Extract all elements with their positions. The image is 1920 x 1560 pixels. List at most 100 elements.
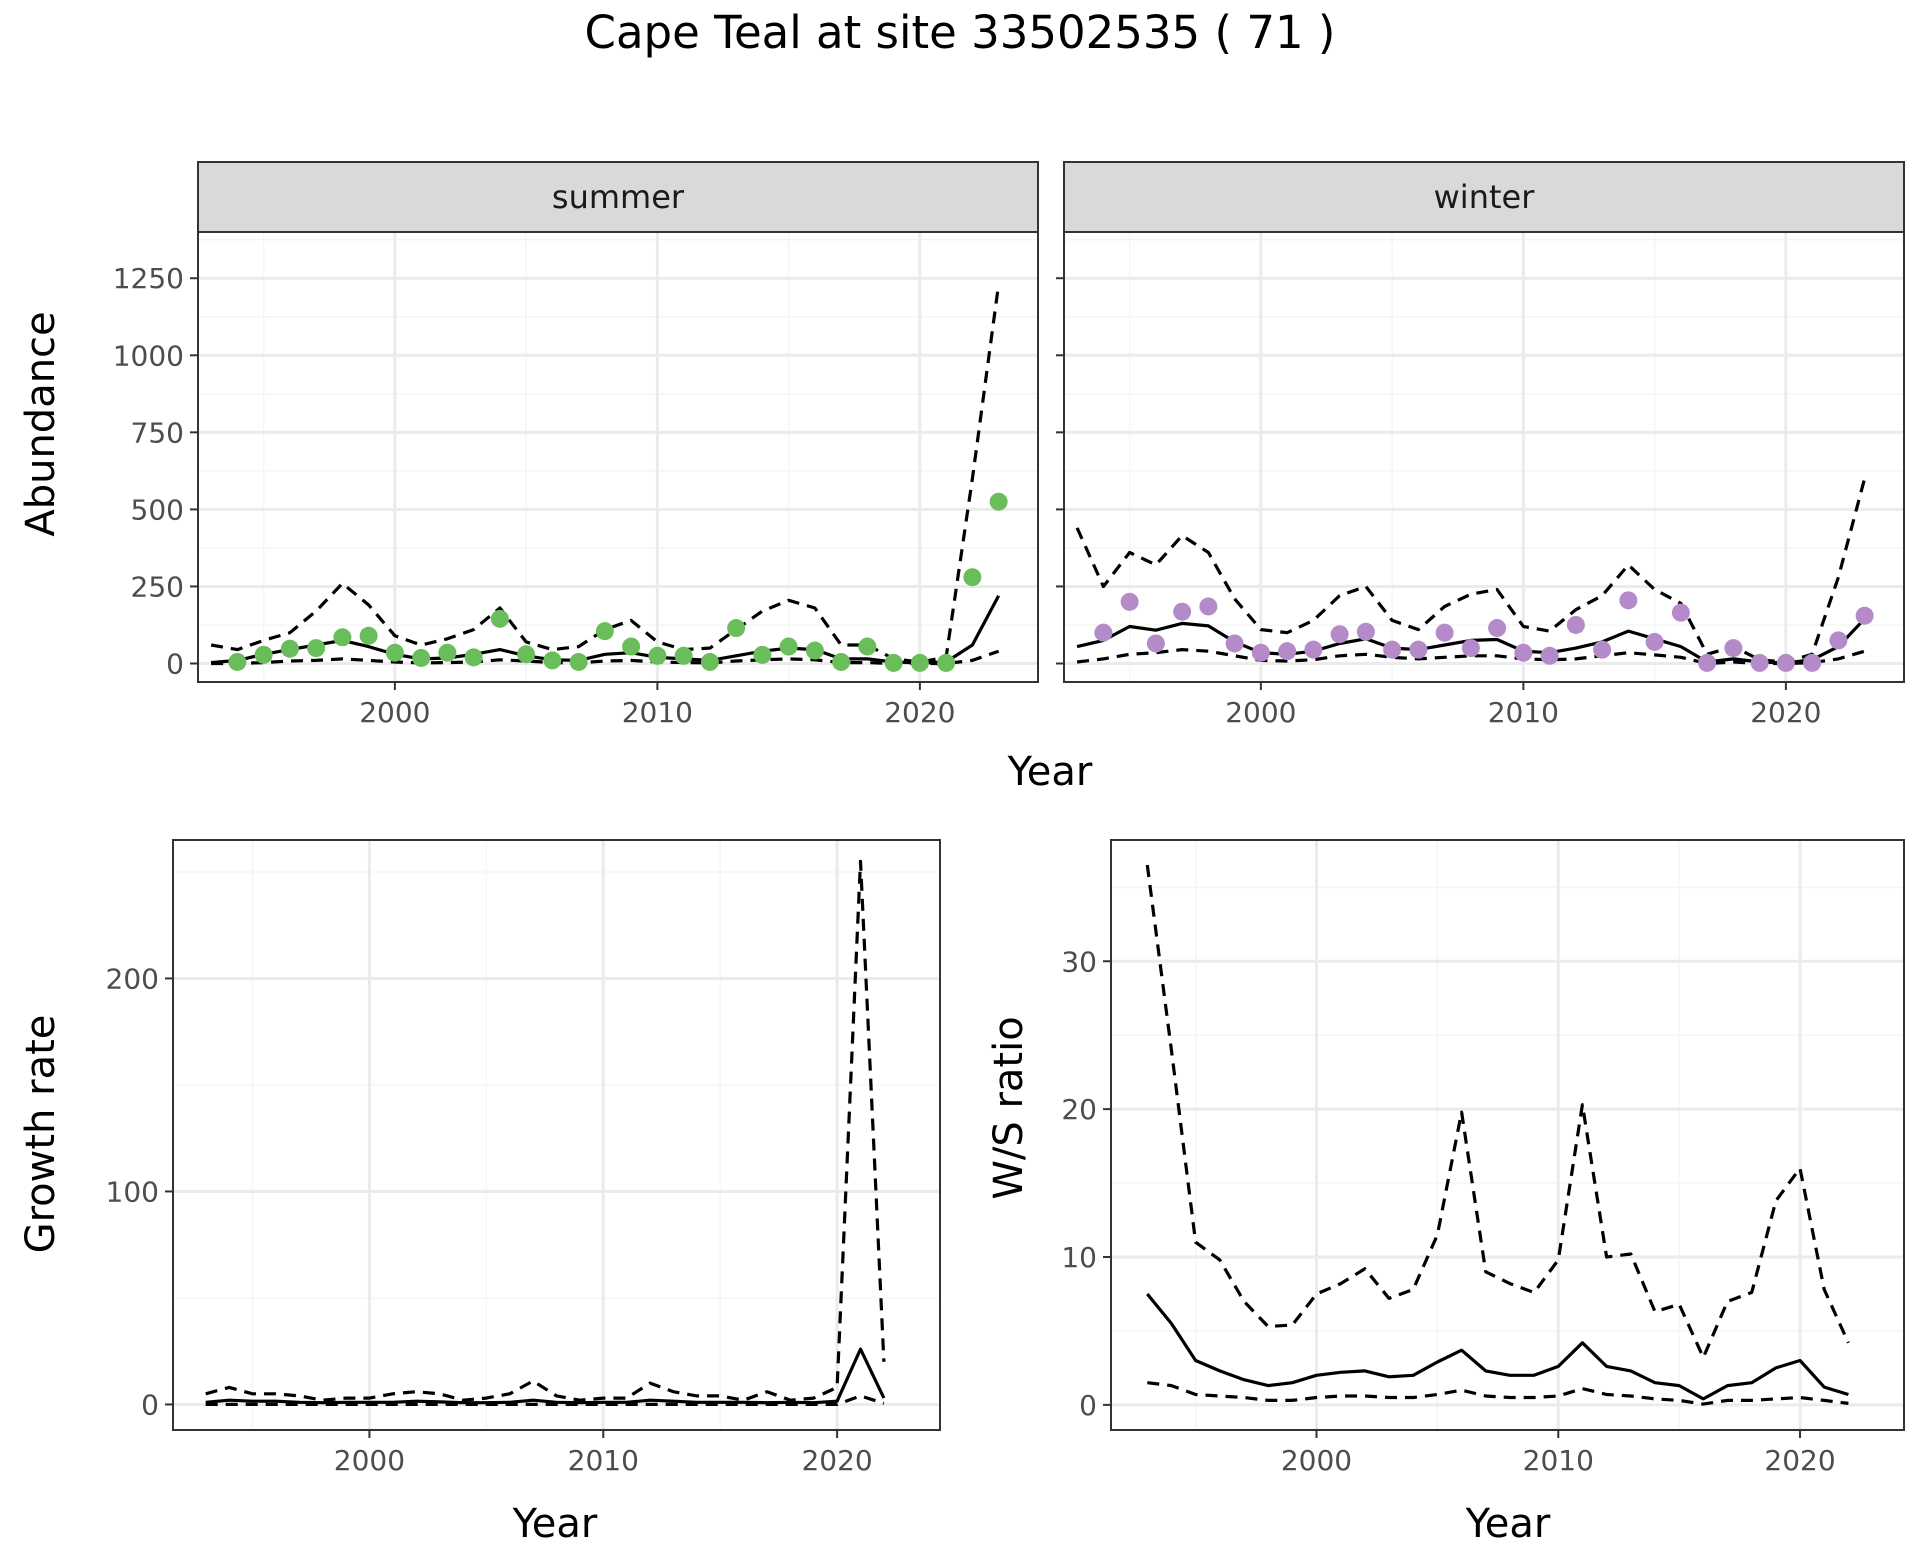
y-tick-label: 20 xyxy=(1061,1093,1097,1126)
y-tick-label: 0 xyxy=(1079,1389,1097,1422)
y-tick-label: 1250 xyxy=(113,262,184,295)
data-point xyxy=(1094,623,1113,642)
panel-border xyxy=(1110,839,1905,1431)
x-tick-label: 2020 xyxy=(801,1444,872,1477)
data-point xyxy=(1514,643,1533,662)
data-point xyxy=(385,643,404,662)
data-point xyxy=(1356,622,1375,641)
data-point xyxy=(1619,591,1638,610)
panel-summer-abundance: summer 0 250 500 750 1000 1250 2000 2010 2020 xyxy=(113,161,1039,729)
panel-winter-abundance: winter 2000 2010 2020 xyxy=(1056,161,1905,729)
data-point xyxy=(464,648,483,667)
panel-ws-ratio: 0 10 20 30 2000 2010 2020 xyxy=(1061,839,1905,1477)
x-tick-label: 2000 xyxy=(359,696,430,729)
data-point xyxy=(307,639,326,658)
data-point xyxy=(438,643,457,662)
data-point xyxy=(543,651,562,670)
data-point xyxy=(412,648,431,667)
data-point xyxy=(1120,592,1139,611)
data-point xyxy=(727,619,746,638)
data-point xyxy=(1645,632,1664,651)
data-point xyxy=(517,645,536,664)
data-point xyxy=(648,646,667,665)
data-point xyxy=(989,492,1008,511)
data-point xyxy=(700,652,719,671)
x-tick-label: 2000 xyxy=(1281,1444,1352,1477)
y-tick-label: 10 xyxy=(1061,1241,1097,1274)
plot-background-panel3 xyxy=(1111,840,1904,1430)
x-tick-label: 2020 xyxy=(1750,696,1821,729)
data-point xyxy=(910,653,929,672)
data-point xyxy=(1593,640,1612,659)
data-point xyxy=(333,628,352,647)
data-point xyxy=(595,622,614,641)
data-point xyxy=(359,626,378,645)
facet-strip-summer xyxy=(197,161,1039,233)
y-tick-label: 500 xyxy=(131,493,184,526)
data-point xyxy=(1146,634,1165,653)
data-point xyxy=(490,609,509,628)
facet-label-summer: summer xyxy=(552,178,685,216)
data-point xyxy=(858,637,877,656)
plot-background-panel2 xyxy=(173,840,940,1430)
data-point xyxy=(1409,640,1428,659)
series-lower-line xyxy=(205,1394,885,1406)
data-point xyxy=(1199,597,1218,616)
data-point xyxy=(832,652,851,671)
data-point xyxy=(884,653,903,672)
data-point xyxy=(1671,603,1690,622)
data-point xyxy=(1566,615,1585,634)
data-point xyxy=(1278,642,1297,661)
y-tick-label: 1000 xyxy=(113,339,184,372)
growth-x-axis-title: Year xyxy=(512,1501,598,1547)
series-upper-line xyxy=(205,859,886,1402)
chart-title: Cape Teal at site 33502535 ( 71 ) xyxy=(585,6,1336,59)
series-lower-line xyxy=(211,649,1000,666)
data-point xyxy=(1461,639,1480,658)
facet-strip-winter xyxy=(1063,161,1905,233)
series-median-line xyxy=(205,1347,886,1405)
growth-y-axis-title: Growth rate xyxy=(18,1015,64,1254)
series-lower-line xyxy=(1147,1381,1849,1406)
facet-label-winter: winter xyxy=(1434,178,1536,216)
y-tick-label: 750 xyxy=(131,416,184,449)
y-tick-label: 200 xyxy=(106,962,159,995)
x-tick-label: 2010 xyxy=(568,1444,639,1477)
data-point xyxy=(1698,653,1717,672)
plot-background-summer xyxy=(198,232,1038,682)
data-point xyxy=(1435,623,1454,642)
data-point xyxy=(1304,640,1323,659)
data-point xyxy=(1330,625,1349,644)
data-point xyxy=(622,637,641,656)
data-point xyxy=(569,652,588,671)
data-point xyxy=(1225,634,1244,653)
x-tick-label: 2000 xyxy=(334,1444,405,1477)
data-point xyxy=(1724,639,1743,658)
x-tick-label: 2010 xyxy=(622,696,693,729)
panel-growth-rate: 0 100 200 2000 2010 2020 xyxy=(106,839,941,1477)
x-tick-label: 2000 xyxy=(1225,696,1296,729)
y-tick-label: 0 xyxy=(166,648,184,681)
data-point xyxy=(228,652,247,671)
x-tick-label: 2020 xyxy=(1764,1444,1835,1477)
y-tick-label: 100 xyxy=(106,1175,159,1208)
x-tick-label: 2010 xyxy=(1523,1444,1594,1477)
data-point xyxy=(1173,602,1192,621)
x-tick-label: 2010 xyxy=(1488,696,1559,729)
data-point xyxy=(1383,640,1402,659)
data-point xyxy=(254,645,273,664)
data-point xyxy=(1855,606,1874,625)
data-point xyxy=(1488,619,1507,638)
y-tick-label: 0 xyxy=(141,1388,159,1421)
ratio-x-axis-title: Year xyxy=(1465,1501,1551,1547)
data-point xyxy=(280,639,299,658)
data-point xyxy=(674,646,693,665)
data-point xyxy=(805,641,824,660)
abundance-x-axis-title: Year xyxy=(1007,749,1093,795)
series-median-line xyxy=(1146,1292,1849,1401)
data-point xyxy=(1776,653,1795,672)
ratio-y-axis-title: W/S ratio xyxy=(986,1016,1032,1199)
data-point xyxy=(1251,643,1270,662)
data-point xyxy=(779,637,798,656)
